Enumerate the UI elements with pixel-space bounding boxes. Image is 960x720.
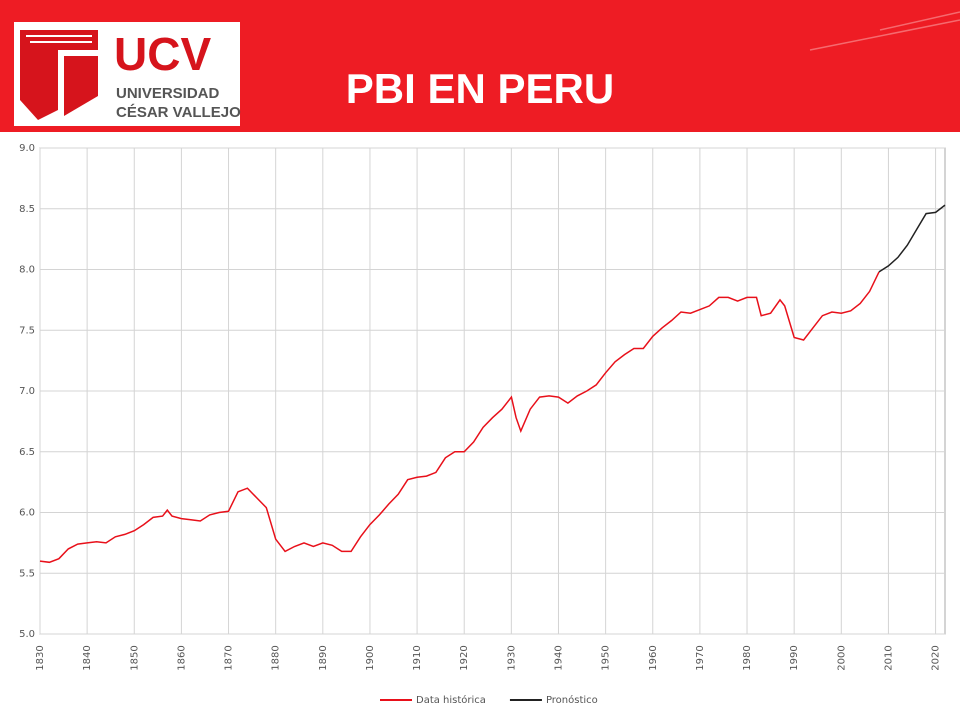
x-tick-label: 1970 (695, 645, 706, 670)
header-deco (809, 19, 960, 51)
x-tick-label: 1840 (82, 645, 93, 670)
x-tick-label: 1830 (35, 645, 46, 670)
x-tick-label: 2020 (931, 645, 942, 670)
logo-line: CÉSAR VALLEJO (116, 104, 241, 121)
y-tick-label: 7.5 (19, 325, 35, 336)
x-tick-label: 1960 (648, 645, 659, 670)
x-tick-label: 1980 (742, 645, 753, 670)
y-tick-label: 9.0 (19, 143, 35, 154)
x-tick-label: 1940 (553, 645, 564, 670)
legend-label: Pronóstico (546, 694, 598, 706)
x-tick-label: 1920 (459, 645, 470, 670)
x-tick-label: 1850 (129, 645, 140, 670)
y-tick-label: 8.0 (19, 265, 35, 276)
series-line (39, 271, 880, 564)
chart-title: PBI EN PERU (346, 65, 614, 112)
logo-stripes (26, 35, 92, 43)
x-tick-label: 1870 (224, 645, 235, 670)
x-tick-label: 1900 (365, 645, 376, 670)
x-tick-label: 1990 (789, 645, 800, 670)
x-tick-label: 2000 (836, 645, 847, 670)
x-tick-label: 2010 (883, 645, 894, 670)
x-tick-label: 1860 (176, 645, 187, 670)
y-tick-label: 8.5 (19, 204, 35, 215)
x-tick-label: 1950 (601, 645, 612, 670)
x-tick-label: 1930 (506, 645, 517, 670)
logo-line: UNIVERSIDAD (116, 85, 220, 102)
logo-name: UCV (114, 28, 211, 80)
series-line (878, 204, 946, 273)
x-tick-label: 1890 (318, 645, 329, 670)
y-tick-label: 6.0 (19, 508, 35, 519)
x-tick-label: 1910 (412, 645, 423, 670)
y-tick-label: 6.5 (19, 447, 35, 458)
logo: UCV UNIVERSIDAD CÉSAR VALLEJO (14, 22, 241, 126)
logo-shield (20, 30, 98, 120)
logo-shield (64, 56, 98, 116)
y-tick-label: 5.0 (19, 629, 35, 640)
header-deco (879, 11, 960, 31)
x-tick-label: 1880 (271, 645, 282, 670)
y-tick-label: 7.0 (19, 386, 35, 397)
y-tick-label: 5.5 (19, 568, 35, 579)
legend-label: Data histórica (416, 694, 486, 706)
